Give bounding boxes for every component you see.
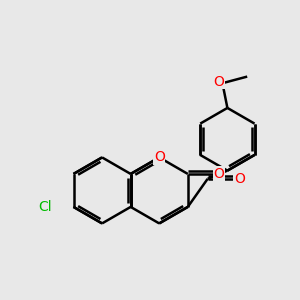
Text: O: O [213,167,224,181]
Text: O: O [154,150,165,164]
Text: O: O [234,172,245,186]
Text: O: O [213,75,224,89]
Text: Cl: Cl [39,200,52,214]
